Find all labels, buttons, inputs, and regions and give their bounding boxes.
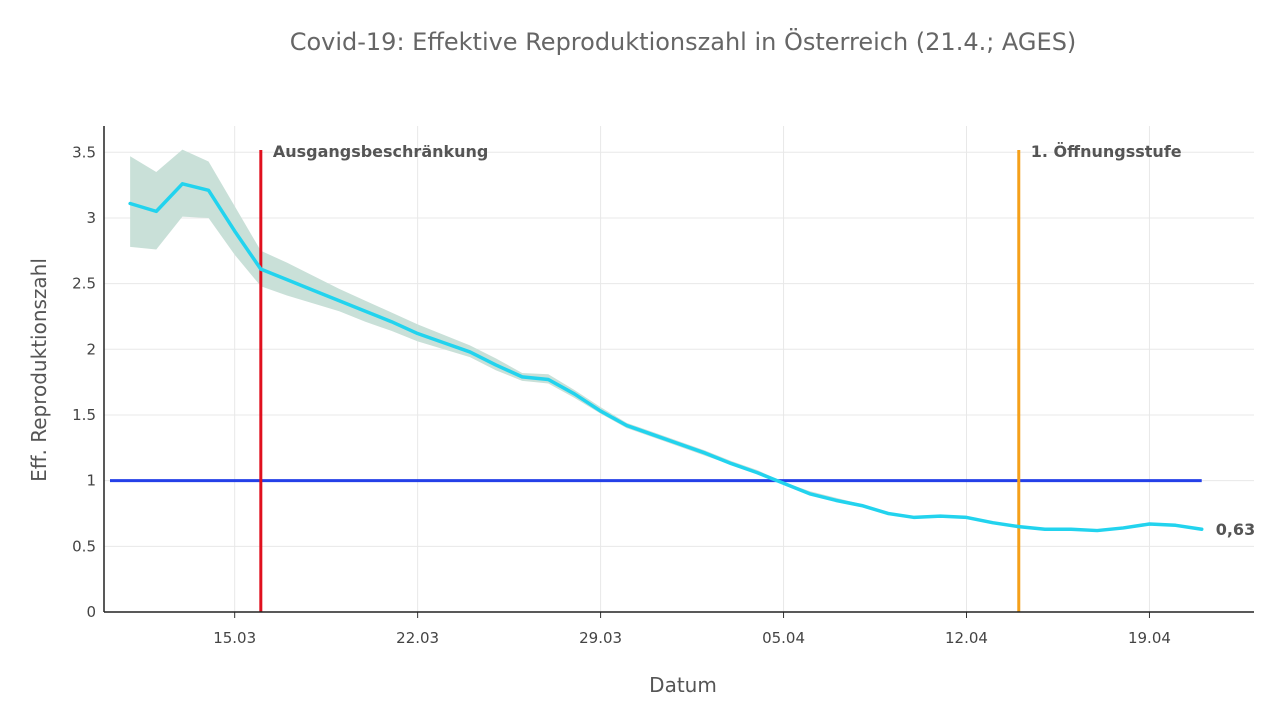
- annotation-label: Ausgangsbeschränkung: [273, 142, 489, 161]
- x-tick-label: 05.04: [762, 629, 805, 647]
- axes: [103, 126, 1254, 618]
- chart-title: Covid-19: Effektive Reproduktionszahl in…: [290, 27, 1077, 56]
- y-tick-label: 0.5: [72, 537, 96, 555]
- x-axis-label: Datum: [649, 673, 717, 697]
- confidence-band: [130, 149, 1202, 532]
- y-tick-label: 1.5: [72, 406, 96, 424]
- end-value-label: 0,63: [1216, 520, 1255, 539]
- x-tick-label: 22.03: [396, 629, 439, 647]
- y-tick-label: 3: [86, 209, 96, 227]
- y-tick-label: 2.5: [72, 275, 96, 293]
- y-tick-label: 2: [86, 340, 96, 358]
- series-line-layer: [128, 182, 1204, 533]
- annotation-label: 1. Öffnungsstufe: [1031, 142, 1182, 161]
- y-tick-label: 0: [86, 603, 96, 621]
- x-tick-label: 15.03: [213, 629, 256, 647]
- x-tick-label: 29.03: [579, 629, 622, 647]
- x-tick-label: 19.04: [1128, 629, 1171, 647]
- x-tick-label: 12.04: [945, 629, 988, 647]
- y-axis-label: Eff. Reproduktionszahl: [27, 258, 51, 482]
- annotation-layer: Ausgangsbeschränkung 1. Öffnungsstufe: [259, 142, 1182, 612]
- tick-labels: 0 0.5 1 1.5 2 2.5 3 3.5 15.03 22.03 29.03 05.04 12.0…: [72, 143, 1171, 647]
- confidence-band-layer: [130, 149, 1202, 532]
- grid: [104, 126, 1254, 612]
- y-tick-label: 1: [86, 472, 96, 490]
- y-tick-label: 3.5: [72, 143, 96, 161]
- series-line: [128, 182, 1204, 533]
